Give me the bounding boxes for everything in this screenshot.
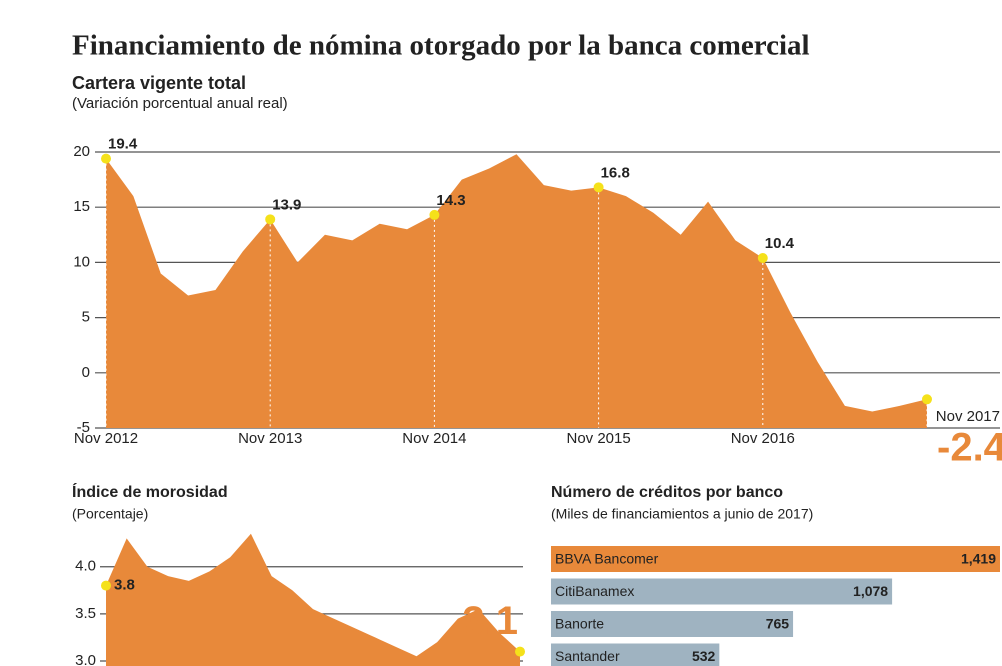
chart-title: Índice de morosidad [72,482,228,501]
y-tick-label: 3.0 [75,652,96,666]
y-tick-label: 4.0 [75,558,96,575]
point [515,646,525,657]
point [922,394,932,405]
chart-title: Cartera vigente total [72,73,246,93]
x-tick-label: Nov 2013 [238,430,302,447]
x-tick-label: Nov 2014 [402,430,466,447]
bar-category: Banorte [555,616,604,632]
value-label: 1,078 [853,583,888,599]
value-label: 765 [766,616,790,632]
chart-title: Número de créditos por banco [551,484,783,501]
x-tick-label: Nov 2016 [731,430,795,447]
x-tick-label: Nov 2012 [74,430,138,447]
value-label: -2.4 [937,426,1002,470]
point [429,209,440,220]
value-label: 14.3 [436,192,465,209]
value-label: 10.4 [765,235,795,252]
y-tick-label: 3.5 [75,605,96,622]
main-title: Financiamiento de nómina otorgado por la… [72,30,810,62]
chart-subtitle: (Miles de financiamientos a junio de 201… [551,506,813,522]
value-label: 13.9 [272,196,301,213]
y-tick-label: 0 [82,364,90,381]
value-label: 3.1 [462,599,518,643]
y-tick-label: 20 [73,143,90,160]
bar [551,578,893,605]
y-tick-label: -5 [77,419,90,436]
point [265,214,276,225]
bar [551,643,720,666]
y-tick-label: 15 [73,198,90,215]
value-label: 16.8 [601,164,630,181]
area [106,154,927,428]
point [101,580,111,591]
bar-category: CitiBanamex [555,583,634,599]
point [101,153,111,164]
area [106,533,520,666]
chart-subtitle: (Variación porcentual anual real) [72,95,288,112]
y-tick-label: 5 [82,309,90,326]
value-label: 1,419 [961,551,996,567]
bar [551,546,1000,572]
value-label: 19.4 [108,136,138,153]
x-tick-label: Nov 2015 [566,430,630,447]
value-label: 532 [692,648,716,664]
y-tick-label: 10 [73,253,90,270]
point [593,182,604,193]
bar-category: Santander [555,648,620,664]
bar-category: BBVA Bancomer [555,551,659,567]
value-label: 3.8 [114,577,135,594]
x-tick-label: Nov 2017 [936,408,1000,425]
chart-subtitle: (Porcentaje) [72,506,148,522]
bar [551,611,794,637]
point [757,252,768,263]
